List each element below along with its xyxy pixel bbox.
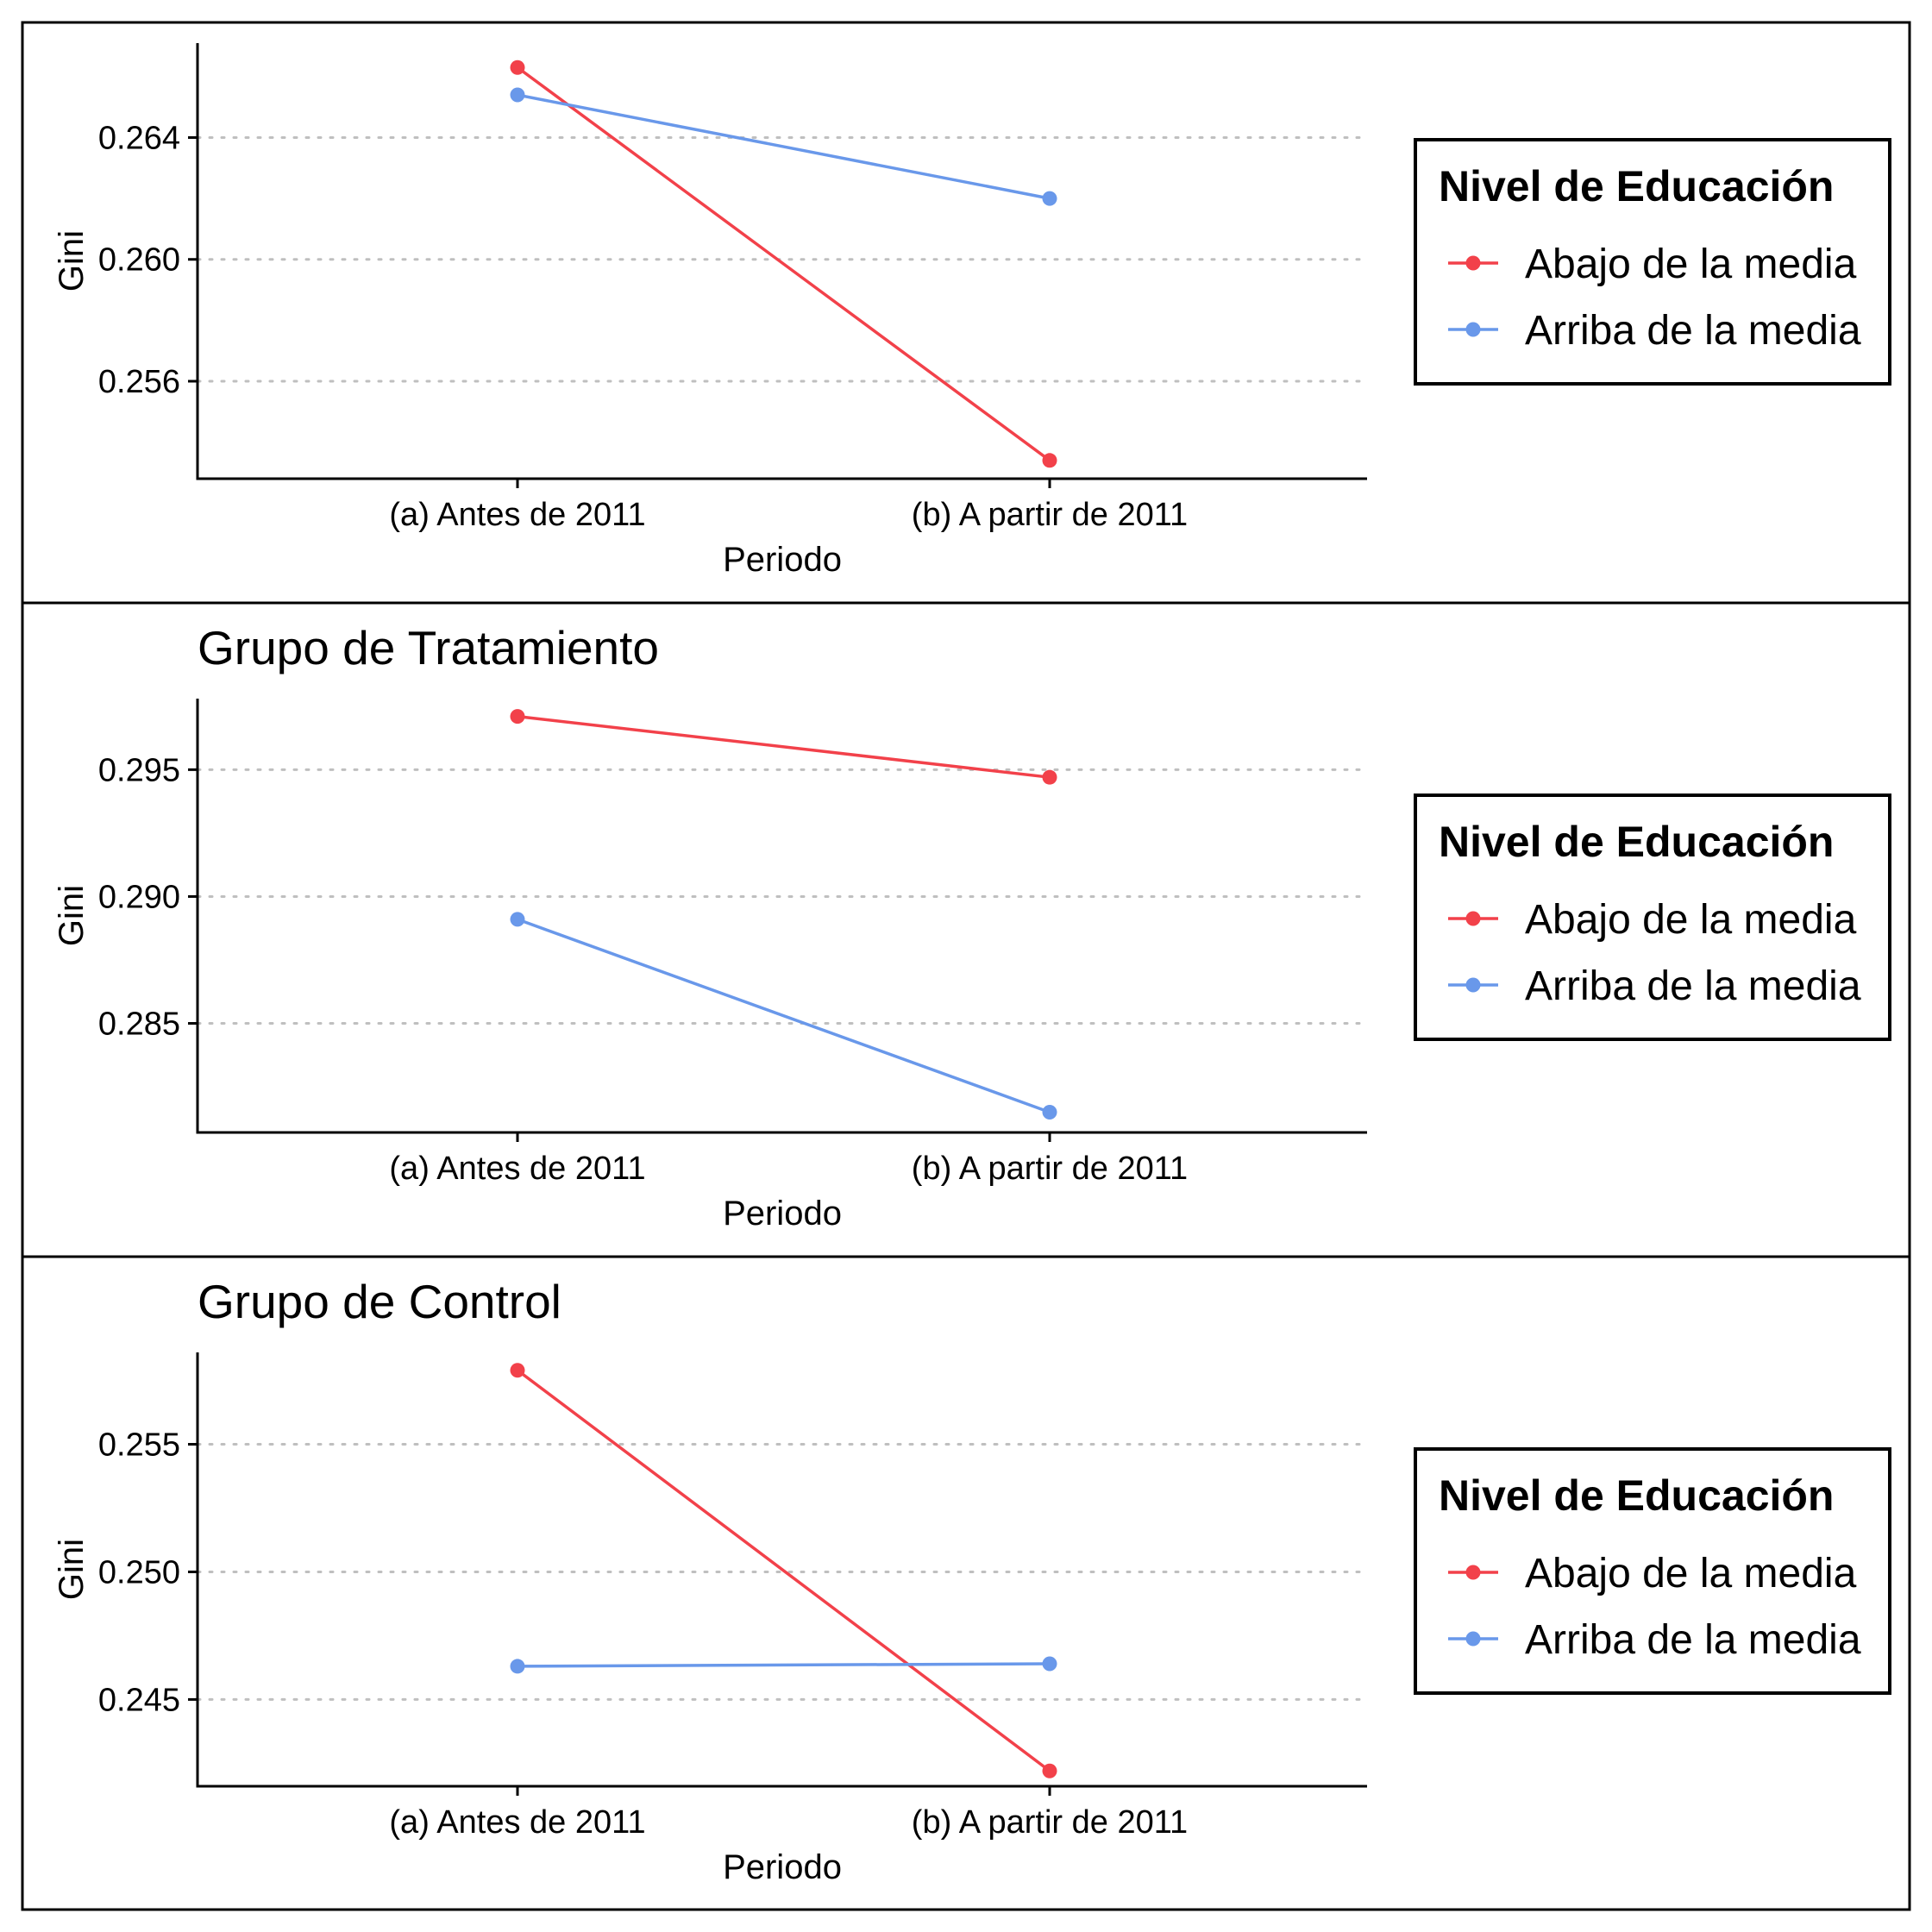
legend-label: Arriba de la media — [1525, 308, 1861, 354]
data-point — [510, 1659, 525, 1674]
panel-borders — [21, 21, 1911, 1911]
series-line-arriba — [517, 918, 1051, 1114]
series-line-abajo — [516, 66, 1051, 462]
y-tick-label: 0.285 — [98, 1007, 180, 1043]
data-point — [510, 60, 525, 75]
x-tick-label: (a) Antes de 2011 — [389, 1151, 645, 1187]
y-tick-label: 0.260 — [98, 242, 180, 279]
legend-label: Abajo de la media — [1525, 1551, 1857, 1596]
legend-key-point — [1465, 255, 1481, 271]
x-tick-label: (b) A partir de 2011 — [912, 1151, 1188, 1187]
legend-key-point — [1465, 911, 1481, 926]
legend-title: Nivel de Educación — [1439, 818, 1834, 866]
y-tick-label: 0.250 — [98, 1554, 180, 1590]
legend-title: Nivel de Educación — [1439, 1471, 1834, 1520]
data-point — [1042, 453, 1057, 468]
x-axis-title: Periodo — [723, 541, 842, 579]
legend-title: Nivel de Educación — [1439, 162, 1834, 210]
y-axis-title: Gini — [53, 885, 91, 946]
chart-panel-3: Grupo de Control 0.245 0.250 0.255 (a) Antes… — [53, 1275, 1891, 1886]
legend: Nivel de Educación Abajo de la media Arrib… — [1414, 794, 1891, 1041]
x-tick-label: (b) A partir de 2011 — [912, 497, 1188, 533]
data-point — [1042, 1104, 1057, 1120]
data-point — [510, 912, 525, 927]
legend-key-point — [1465, 1631, 1481, 1647]
legend: Nivel de Educación Abajo de la media Arrib… — [1414, 1447, 1891, 1695]
legend-label: Abajo de la media — [1525, 897, 1857, 943]
x-axis-title: Periodo — [723, 1848, 842, 1886]
y-axis-title: Gini — [53, 1539, 91, 1600]
x-tick-label: (b) A partir de 2011 — [912, 1804, 1188, 1841]
x-tick-label: (a) Antes de 2011 — [389, 497, 645, 533]
chart-title: Grupo de Control — [198, 1275, 561, 1328]
y-tick-label: 0.295 — [98, 752, 180, 788]
legend-key-point — [1465, 322, 1481, 337]
data-point — [510, 1363, 525, 1378]
y-tick-label: 0.264 — [98, 120, 180, 156]
data-point — [510, 709, 525, 724]
chart-panel-1: 0.256 0.260 0.264 (a) Antes de 2011 (b) A pa… — [53, 43, 1891, 579]
series-line-arriba — [517, 93, 1051, 200]
chart-title: Grupo de Tratamiento — [198, 621, 659, 674]
y-tick-label: 0.255 — [98, 1427, 180, 1464]
legend-label: Arriba de la media — [1525, 963, 1861, 1009]
legend-label: Abajo de la media — [1525, 242, 1857, 287]
legend-label: Arriba de la media — [1525, 1617, 1861, 1663]
panels: 0.256 0.260 0.264 (a) Antes de 2011 (b) A pa… — [53, 43, 1891, 1886]
x-axis-title: Periodo — [723, 1195, 842, 1233]
data-point — [1042, 191, 1057, 206]
data-point — [510, 87, 525, 103]
series-line-abajo — [516, 1369, 1051, 1772]
legend-box — [1414, 1447, 1891, 1695]
data-point — [1042, 769, 1057, 785]
chart-panel-2: Grupo de Tratamiento 0.285 0.290 0.295 (a) A… — [53, 621, 1891, 1233]
series-line-abajo — [517, 714, 1051, 779]
legend-key-point — [1465, 977, 1481, 993]
data-point — [1042, 1656, 1057, 1672]
y-axis-title: Gini — [53, 230, 91, 292]
y-tick-label: 0.290 — [98, 879, 180, 915]
y-tick-label: 0.256 — [98, 364, 180, 400]
y-tick-label: 0.245 — [98, 1682, 180, 1718]
data-point — [1042, 1763, 1057, 1778]
legend-key-point — [1465, 1565, 1481, 1580]
x-tick-label: (a) Antes de 2011 — [389, 1804, 645, 1841]
figure-frame — [21, 21, 1911, 1911]
series-line-arriba — [517, 1662, 1051, 1668]
legend: Nivel de Educación Abajo de la media Arrib… — [1414, 138, 1891, 386]
